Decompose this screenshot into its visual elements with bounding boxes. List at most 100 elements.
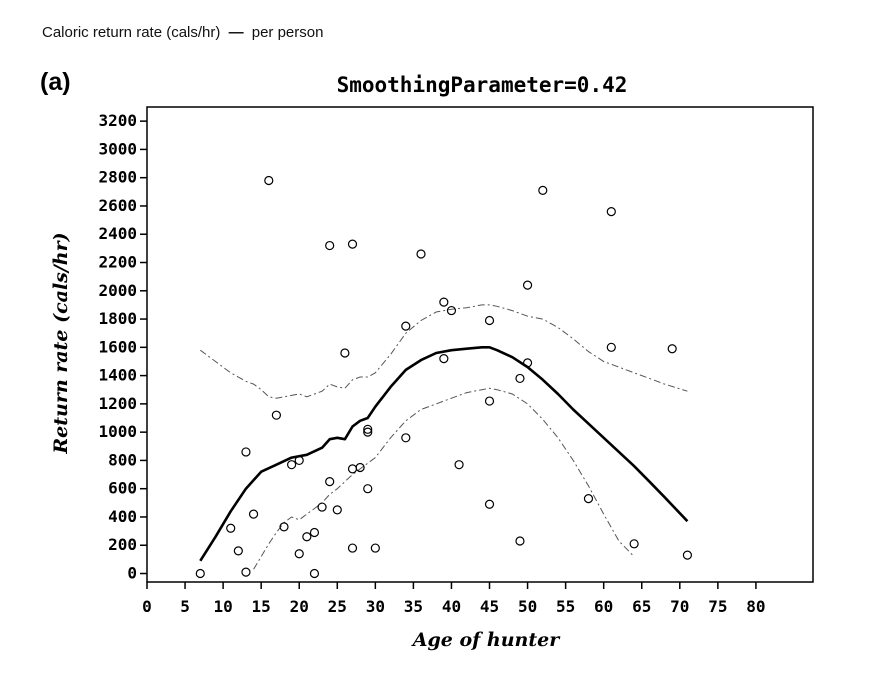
data-point: [325, 240, 335, 251]
y-tick-label: 1400: [98, 366, 137, 385]
y-tick-label: 600: [108, 479, 137, 498]
x-tick-label: 40: [442, 597, 461, 616]
data-point: [484, 499, 495, 509]
data-point: [515, 536, 525, 546]
caption-dash: —: [228, 24, 244, 41]
x-tick-label: 80: [746, 597, 765, 616]
lower-band-line: [253, 387, 635, 570]
data-point: [370, 543, 380, 553]
upper-band-line: [200, 304, 688, 399]
data-point: [332, 505, 342, 515]
x-tick-label: 30: [366, 597, 385, 616]
y-axis: 0 200 400 600 800 1000 1200 1400 1600 1800 2000 220…: [98, 111, 147, 583]
data-point: [195, 568, 205, 579]
x-tick-label: 50: [518, 597, 537, 616]
data-point: [522, 358, 533, 368]
y-tick-label: 2600: [98, 196, 137, 215]
data-point: [401, 321, 411, 331]
y-tick-label: 2000: [98, 281, 137, 300]
y-tick-label: 3200: [98, 111, 137, 130]
data-point: [355, 462, 365, 473]
y-tick-label: 2200: [98, 253, 137, 272]
x-tick-label: 5: [180, 597, 190, 616]
data-point: [287, 460, 297, 470]
y-tick-label: 200: [108, 535, 137, 554]
x-tick-label: 20: [290, 597, 309, 616]
data-point: [347, 464, 358, 474]
data-point: [446, 305, 457, 316]
data-points: [195, 175, 693, 579]
y-axis-label: Return rate (cals/hr): [50, 232, 72, 454]
x-axis-label: Age of hunter: [411, 629, 561, 651]
data-point: [439, 354, 449, 364]
caption-suffix: per person: [251, 24, 324, 41]
data-point: [233, 546, 243, 556]
y-tick-label: 1800: [98, 309, 137, 328]
y-tick-label: 1600: [98, 337, 137, 356]
data-point: [302, 532, 312, 542]
data-point: [583, 493, 594, 504]
data-point: [484, 396, 495, 406]
data-point: [439, 297, 449, 307]
data-point: [522, 280, 533, 290]
data-point: [271, 410, 281, 420]
data-point: [515, 373, 525, 384]
data-point: [606, 207, 616, 217]
data-point: [309, 527, 320, 538]
smoothed-fit: [199, 345, 689, 562]
plot-frame: [146, 106, 814, 583]
x-tick-label: 15: [252, 597, 271, 616]
y-tick-label: 1000: [98, 422, 137, 441]
data-point: [241, 447, 251, 457]
y-tick-label: 1200: [98, 394, 137, 413]
data-point: [363, 427, 373, 437]
data-point: [363, 484, 373, 494]
data-point: [279, 522, 289, 532]
data-point: [363, 424, 373, 434]
data-point: [241, 567, 251, 577]
data-point: [347, 239, 358, 249]
x-tick-label: 55: [556, 597, 575, 616]
caption-text: Caloric return rate (cals/hr): [42, 24, 221, 41]
data-point: [401, 433, 411, 443]
data-point: [294, 549, 304, 559]
data-point: [682, 550, 693, 560]
x-tick-label: 65: [632, 597, 651, 616]
data-point: [248, 509, 259, 519]
fit-line: [199, 345, 689, 562]
figure-caption: Caloric return rate (cals/hr) — per pers…: [42, 24, 323, 41]
data-point: [309, 568, 320, 579]
data-point: [317, 502, 327, 512]
y-tick-label: 800: [108, 450, 137, 469]
data-point: [629, 539, 639, 549]
x-tick-label: 70: [670, 597, 689, 616]
data-point: [226, 523, 236, 533]
data-point: [294, 455, 304, 466]
confidence-bands: [200, 304, 688, 570]
chart-title: SmoothingParameter=0.42: [337, 73, 628, 97]
data-point: [454, 460, 464, 470]
x-tick-label: 35: [404, 597, 423, 616]
y-tick-label: 2800: [98, 168, 137, 187]
x-tick-label: 10: [213, 597, 232, 616]
x-tick-label: 25: [328, 597, 347, 616]
data-point: [606, 342, 616, 352]
data-point: [325, 477, 335, 487]
data-point: [264, 175, 274, 186]
y-tick-label: 2400: [98, 224, 137, 243]
y-tick-label: 400: [108, 507, 137, 526]
data-point: [347, 543, 358, 553]
x-tick-label: 0: [142, 597, 152, 616]
x-tick-label: 45: [480, 597, 499, 616]
x-tick-label: 75: [708, 597, 727, 616]
data-point: [538, 185, 548, 196]
panel-label: (a): [40, 68, 71, 96]
y-tick-label: 0: [127, 564, 137, 583]
data-point: [416, 249, 426, 259]
data-point: [340, 348, 350, 358]
data-point: [484, 315, 495, 326]
data-point: [667, 344, 677, 354]
y-tick-label: 3000: [98, 139, 137, 158]
x-axis: 0 5 10 15 20 25 30 35 40 45 50 55 60 65 70 75 80: [142, 582, 766, 616]
